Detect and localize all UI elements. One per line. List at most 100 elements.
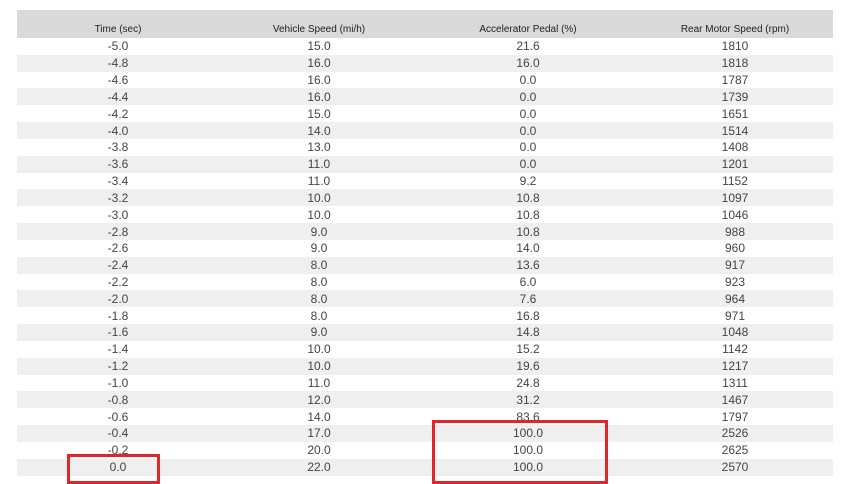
cell-vehicle-speed: 8.0 bbox=[310, 308, 328, 323]
table-row: -2.6 9.0 14.0 960 bbox=[17, 240, 833, 257]
cell-vehicle-speed: 10.0 bbox=[307, 207, 331, 222]
highlight-box-pedal bbox=[432, 420, 608, 484]
header-time: Time (sec) bbox=[94, 24, 142, 35]
cell-rear-motor-speed: 964 bbox=[724, 291, 746, 306]
cell-rear-motor-speed: 2625 bbox=[721, 443, 749, 458]
cell-accelerator-pedal: 100.0 bbox=[512, 460, 544, 475]
cell-time: -5.0 bbox=[107, 39, 129, 54]
cell-rear-motor-speed: 917 bbox=[724, 258, 746, 273]
cell-vehicle-speed: 12.0 bbox=[307, 392, 331, 407]
cell-time: -3.0 bbox=[107, 207, 129, 222]
cell-accelerator-pedal: 0.0 bbox=[519, 157, 537, 172]
cell-accelerator-pedal: 10.8 bbox=[516, 190, 540, 205]
cell-time: -1.2 bbox=[107, 359, 129, 374]
table-row: -2.2 8.0 6.0 923 bbox=[17, 274, 833, 291]
table-row: -3.6 11.0 0.0 1201 bbox=[17, 155, 833, 173]
table-row: -2.4 8.0 13.6 917 bbox=[17, 256, 833, 274]
cell-rear-motor-speed: 1810 bbox=[721, 39, 749, 54]
cell-rear-motor-speed: 1311 bbox=[722, 375, 748, 390]
cell-accelerator-pedal: 13.6 bbox=[516, 258, 540, 273]
cell-vehicle-speed: 10.0 bbox=[307, 342, 331, 357]
cell-rear-motor-speed: 923 bbox=[724, 275, 746, 289]
cell-accelerator-pedal: 100.0 bbox=[512, 443, 544, 458]
table-row: -3.0 10.0 10.8 1046 bbox=[17, 206, 833, 223]
table-row: -4.2 15.0 0.0 1651 bbox=[17, 105, 833, 122]
cell-time: -0.6 bbox=[107, 409, 129, 424]
cell-vehicle-speed: 15.0 bbox=[307, 106, 331, 121]
cell-vehicle-speed: 8.0 bbox=[310, 275, 328, 289]
cell-time: -0.8 bbox=[107, 392, 129, 407]
cell-rear-motor-speed: 1142 bbox=[722, 342, 748, 357]
cell-accelerator-pedal: 0.0 bbox=[519, 140, 537, 155]
cell-accelerator-pedal: 0.0 bbox=[519, 123, 537, 138]
cell-accelerator-pedal: 15.2 bbox=[516, 342, 540, 357]
cell-accelerator-pedal: 0.0 bbox=[519, 89, 537, 104]
data-table: Time (sec) Vehicle Speed (mi/h) Accelera… bbox=[17, 10, 833, 476]
table-row: -3.2 10.0 10.8 1097 bbox=[17, 189, 833, 207]
table-row: -0.8 12.0 31.2 1467 bbox=[17, 391, 833, 409]
cell-vehicle-speed: 20.0 bbox=[307, 443, 331, 458]
cell-rear-motor-speed: 1217 bbox=[721, 359, 749, 374]
highlight-box-time bbox=[67, 454, 160, 484]
table-row: -2.8 9.0 10.8 988 bbox=[17, 223, 833, 240]
cell-rear-motor-speed: 1651 bbox=[721, 106, 749, 121]
cell-time: -0.4 bbox=[107, 426, 129, 441]
cell-rear-motor-speed: 960 bbox=[724, 241, 746, 256]
header-accelerator-pedal: Accelerator Pedal (%) bbox=[479, 24, 577, 35]
cell-rear-motor-speed: 971 bbox=[724, 308, 746, 323]
cell-rear-motor-speed: 1739 bbox=[721, 89, 749, 104]
table-row: -4.8 16.0 16.0 1818 bbox=[17, 54, 833, 72]
table-row: -1.0 11.0 24.8 1311 bbox=[17, 375, 833, 392]
cell-accelerator-pedal: 31.2 bbox=[516, 392, 540, 407]
table-row: -0.4 17.0 100.0 2526 bbox=[17, 425, 833, 442]
cell-vehicle-speed: 16.0 bbox=[307, 89, 331, 104]
cell-time: -4.8 bbox=[107, 56, 129, 71]
cell-accelerator-pedal: 0.0 bbox=[519, 73, 537, 88]
cell-time: -3.4 bbox=[107, 174, 129, 189]
cell-accelerator-pedal: 19.6 bbox=[516, 359, 540, 374]
table-row: -1.4 10.0 15.2 1142 bbox=[17, 341, 833, 358]
cell-accelerator-pedal: 6.0 bbox=[519, 275, 537, 289]
header-rear-motor-speed: Rear Motor Speed (rpm) bbox=[680, 24, 790, 35]
cell-rear-motor-speed: 1797 bbox=[721, 409, 749, 424]
table-row: -4.6 16.0 0.0 1787 bbox=[17, 72, 833, 89]
cell-time: -2.2 bbox=[107, 275, 129, 289]
cell-rear-motor-speed: 988 bbox=[724, 224, 746, 239]
cell-rear-motor-speed: 1787 bbox=[721, 73, 749, 88]
cell-accelerator-pedal: 16.8 bbox=[516, 308, 540, 323]
cell-vehicle-speed: 9.0 bbox=[310, 224, 328, 239]
cell-vehicle-speed: 16.0 bbox=[307, 73, 331, 88]
cell-vehicle-speed: 16.0 bbox=[307, 56, 331, 71]
cell-time: -1.6 bbox=[107, 325, 129, 340]
cell-vehicle-speed: 9.0 bbox=[310, 325, 328, 340]
cell-vehicle-speed: 14.0 bbox=[307, 409, 331, 424]
cell-rear-motor-speed: 1048 bbox=[721, 325, 749, 340]
cell-accelerator-pedal: 0.0 bbox=[519, 106, 537, 121]
cell-time: -4.0 bbox=[107, 123, 129, 138]
cell-time: -3.8 bbox=[107, 140, 129, 155]
cell-vehicle-speed: 11.0 bbox=[307, 157, 331, 172]
cell-rear-motor-speed: 1097 bbox=[721, 190, 749, 205]
cell-vehicle-speed: 10.0 bbox=[307, 359, 331, 374]
header-vehicle-speed: Vehicle Speed (mi/h) bbox=[272, 24, 366, 35]
table-row: -0.6 14.0 83.6 1797 bbox=[17, 408, 833, 425]
table-row: -5.0 15.0 21.6 1810 bbox=[17, 38, 833, 55]
cell-rear-motor-speed: 2570 bbox=[721, 460, 749, 475]
table-row: -2.0 8.0 7.6 964 bbox=[17, 290, 833, 308]
table-row: -1.8 8.0 16.8 971 bbox=[17, 307, 833, 324]
table-row: 0.0 22.0 100.0 2570 bbox=[17, 458, 833, 476]
cell-vehicle-speed: 10.0 bbox=[307, 190, 331, 205]
cell-rear-motor-speed: 1818 bbox=[721, 56, 749, 71]
cell-rear-motor-speed: 1201 bbox=[721, 157, 749, 172]
cell-time: 0.0 bbox=[109, 460, 127, 475]
cell-time: -0.2 bbox=[107, 443, 129, 458]
cell-accelerator-pedal: 14.8 bbox=[516, 325, 540, 340]
cell-accelerator-pedal: 16.0 bbox=[516, 56, 540, 71]
cell-vehicle-speed: 13.0 bbox=[307, 140, 331, 155]
cell-accelerator-pedal: 21.6 bbox=[516, 39, 540, 54]
cell-vehicle-speed: 15.0 bbox=[307, 39, 331, 54]
table-row: -0.2 20.0 100.0 2625 bbox=[17, 442, 833, 459]
cell-accelerator-pedal: 100.0 bbox=[512, 426, 544, 441]
cell-rear-motor-speed: 1467 bbox=[721, 392, 749, 407]
cell-vehicle-speed: 11.0 bbox=[307, 375, 331, 390]
